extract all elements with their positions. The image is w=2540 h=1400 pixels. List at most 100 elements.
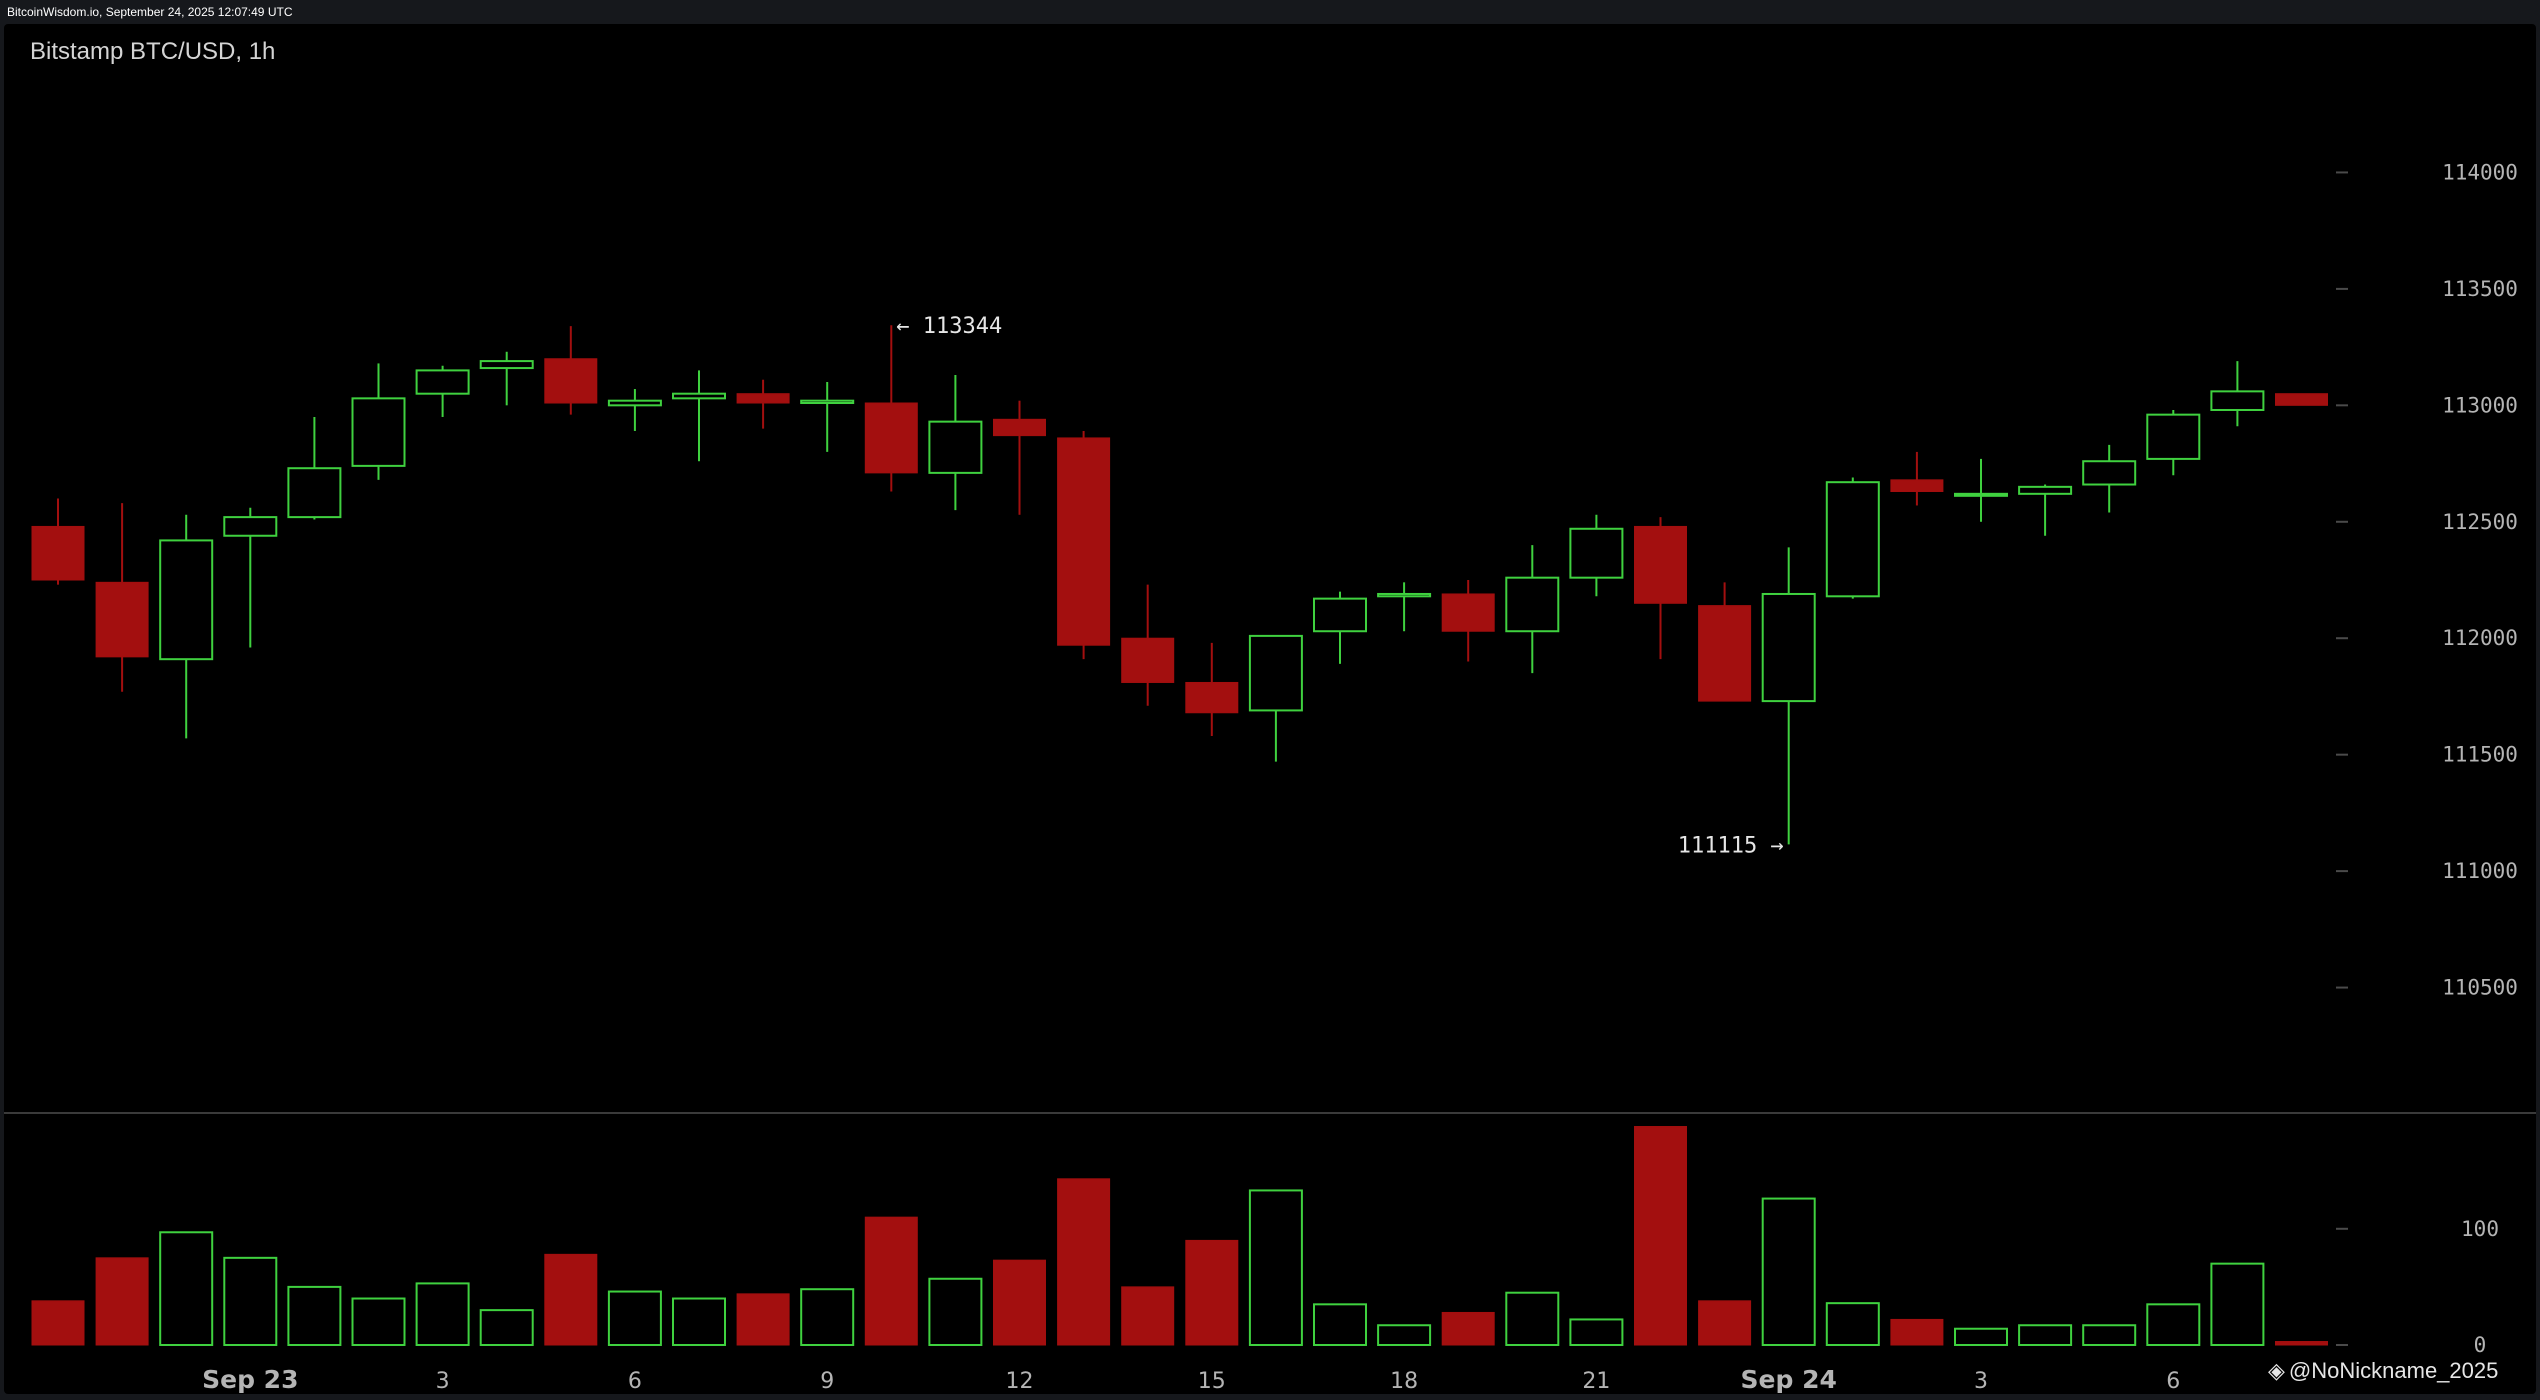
candle-body-down (31, 525, 85, 581)
volume-bar-up (800, 1288, 855, 1346)
volume-bar-down (993, 1259, 1046, 1346)
candle-body-up (2082, 460, 2137, 486)
price-axis-label: 112000 (2442, 626, 2518, 650)
volume-bar-down (1185, 1239, 1239, 1346)
watermark: ◈ @NoNickname_2025 (2268, 1358, 2498, 1384)
volume-bar-up (1313, 1303, 1367, 1347)
volume-bar-down (864, 1216, 918, 1346)
candle-body-down (2275, 393, 2328, 406)
volume-bar-up (1569, 1318, 1624, 1346)
volume-bar-up (1825, 1302, 1880, 1346)
candle-body-up (415, 369, 470, 395)
candle-body-down (1890, 479, 1944, 493)
candle-body-up (1248, 634, 1303, 712)
volume-bar-down (1121, 1286, 1175, 1346)
timestamp-text: BitcoinWisdom.io, September 24, 2025 12:… (7, 5, 293, 19)
candle-body-up (159, 539, 214, 661)
volume-bar-up (223, 1256, 278, 1347)
candle-body-down (1698, 605, 1752, 702)
candle-body-up (287, 467, 342, 519)
chart-title: Bitstamp BTC/USD, 1h (30, 38, 276, 65)
watermark-text: @NoNickname_2025 (2288, 1358, 2499, 1383)
x-axis-label: 9 (820, 1369, 834, 1394)
candle-body-up (1761, 592, 1816, 703)
x-axis-label: 6 (2166, 1369, 2180, 1394)
price-axis-label: 113500 (2442, 277, 2518, 301)
candle-body-up (2018, 485, 2073, 495)
volume-bar-down (1057, 1178, 1111, 1346)
x-axis-label: 3 (436, 1369, 450, 1394)
candle-body-down (1634, 525, 1687, 604)
volume-bar-up (928, 1277, 983, 1346)
volume-bar-down (31, 1300, 85, 1346)
candle-body-down (95, 581, 149, 658)
candle-body-up (2210, 390, 2265, 411)
volume-bar-up (415, 1282, 470, 1346)
candle-body-up (607, 399, 662, 407)
price-axis-label: 110500 (2442, 976, 2518, 1000)
volume-bar-up (351, 1297, 406, 1347)
volume-bar-down (95, 1257, 149, 1346)
x-axis-label: 21 (1582, 1369, 1610, 1394)
price-axis-label: 114000 (2442, 160, 2518, 184)
candle-body-up (1825, 481, 1880, 598)
volume-bar-down (1698, 1300, 1752, 1346)
candle-body-down (1441, 593, 1495, 632)
volume-bar-up (1761, 1197, 1816, 1347)
volume-axis-label: 0 (2474, 1333, 2487, 1357)
candle-body-up (672, 392, 726, 400)
candle-body-down (736, 393, 790, 404)
volume-bar-up (607, 1290, 662, 1346)
price-axis-label: 111000 (2442, 859, 2518, 883)
volume-bar-up (159, 1231, 214, 1346)
candle-body-down (864, 402, 918, 474)
candle-body-down (1057, 437, 1111, 646)
volume-bar-up (1248, 1189, 1303, 1346)
price-axis-label: 113000 (2442, 393, 2518, 417)
candle-body-up (800, 399, 855, 405)
candle-body-up (1313, 597, 1367, 633)
x-axis-label: 18 (1390, 1369, 1418, 1394)
candle-body-down (1185, 681, 1239, 714)
timestamp-bar: BitcoinWisdom.io, September 24, 2025 12:… (0, 0, 2540, 24)
candle-body-up (1569, 527, 1624, 579)
volume-bar-down (1634, 1126, 1687, 1346)
price-axis-label: 112500 (2442, 510, 2518, 534)
volume-bar-up (1954, 1327, 2008, 1347)
volume-axis-label: 100 (2461, 1217, 2499, 1241)
x-axis-label: 12 (1006, 1369, 1034, 1394)
volume-bar-up (287, 1285, 342, 1346)
high-price-annotation: ← 113344 (896, 314, 1002, 339)
volume-bar-up (672, 1297, 726, 1347)
candle-body-up (928, 420, 983, 474)
candle-body-down (993, 418, 1046, 437)
candle-body-up (1954, 492, 2008, 497)
candle-body-up (479, 360, 534, 370)
volume-bar-up (479, 1309, 534, 1346)
candle-body-up (1505, 576, 1560, 633)
candle-body-up (351, 397, 406, 467)
volume-bar-up (2146, 1303, 2201, 1347)
low-price-annotation: 111115 → (1678, 833, 1784, 858)
candle-body-up (223, 516, 278, 537)
volume-bar-up (2210, 1262, 2265, 1347)
volume-bar-down (2275, 1341, 2328, 1346)
x-axis-label: 6 (628, 1369, 642, 1394)
x-axis-label: 15 (1198, 1369, 1226, 1394)
binance-diamond-icon: ◈ (2268, 1358, 2285, 1383)
x-axis-label: Sep 23 (202, 1365, 298, 1394)
x-axis-label: Sep 24 (1741, 1365, 1837, 1394)
price-axis-label: 111500 (2442, 743, 2518, 767)
candle-body-up (2146, 413, 2201, 460)
volume-bar-up (2018, 1324, 2073, 1347)
volume-bar-up (1377, 1324, 1432, 1347)
volume-bar-down (1441, 1311, 1495, 1346)
volume-bar-up (1505, 1291, 1560, 1347)
volume-bar-down (1890, 1318, 1944, 1346)
volume-bar-down (736, 1293, 790, 1346)
volume-bar-down (544, 1253, 598, 1346)
candle-body-down (544, 358, 598, 404)
candle-body-up (1377, 592, 1432, 598)
x-axis-label: 3 (1974, 1369, 1988, 1394)
